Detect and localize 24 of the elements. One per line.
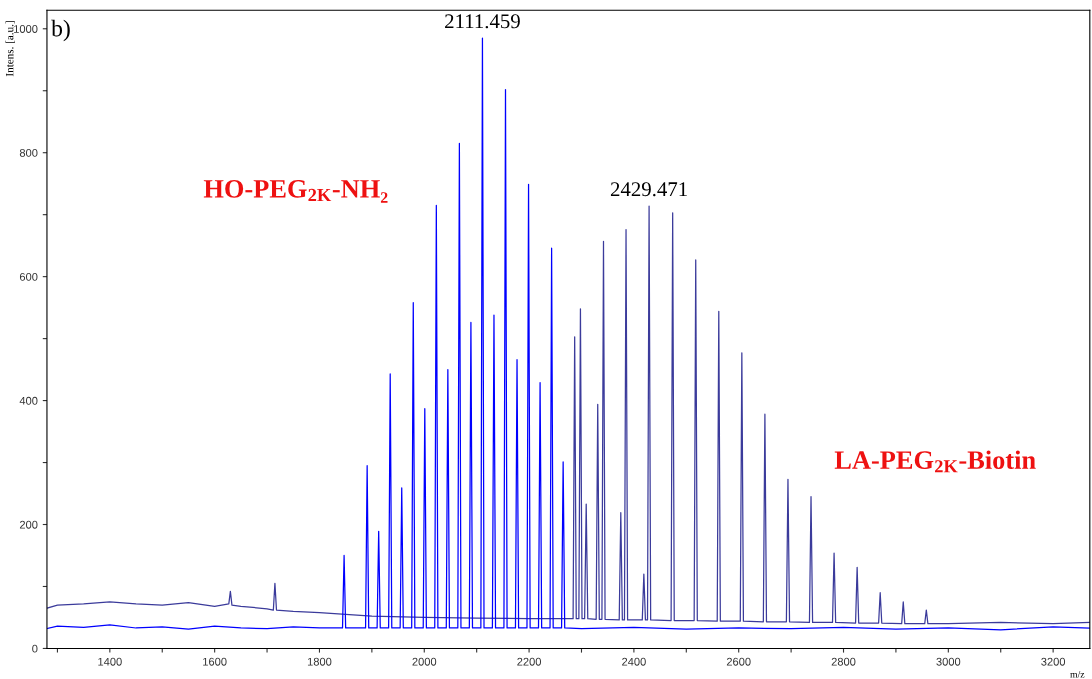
x-axis-title: m/z	[1070, 671, 1085, 678]
x-tick-label: 1600	[203, 657, 227, 666]
x-tick-label: 1800	[307, 657, 332, 666]
annotation: HO-PEG$_{2K}$-NH₂	[203, 179, 388, 203]
x-tick-label: 2000	[412, 657, 437, 666]
annotation: 2429.471	[610, 182, 687, 197]
y-tick-label: 800	[19, 148, 38, 157]
x-tick-label: 2800	[831, 657, 856, 666]
line-series	[46, 205, 1090, 625]
y-tick-label: 200	[19, 520, 38, 529]
x-tick-label: 2200	[517, 657, 542, 666]
y-tick-label: 400	[19, 396, 38, 405]
x-tick-label: 2600	[726, 657, 751, 666]
x-tick-label: 1400	[98, 657, 122, 666]
y-tick-label: 600	[19, 272, 38, 281]
y-tick-label: 0	[32, 644, 38, 653]
x-tick-label: 3000	[936, 657, 961, 666]
y-tick-label: 1000	[14, 25, 38, 33]
x-tick-label: 2400	[622, 657, 646, 666]
annotation: b)	[51, 19, 70, 42]
annotation: 2111.459	[445, 14, 520, 29]
y-axis-title: Intens. [a.u.]	[5, 21, 15, 77]
x-tick-label: 3200	[1041, 657, 1066, 666]
annotation: LA-PEG$_{2K}$-Biotin	[834, 450, 1036, 473]
